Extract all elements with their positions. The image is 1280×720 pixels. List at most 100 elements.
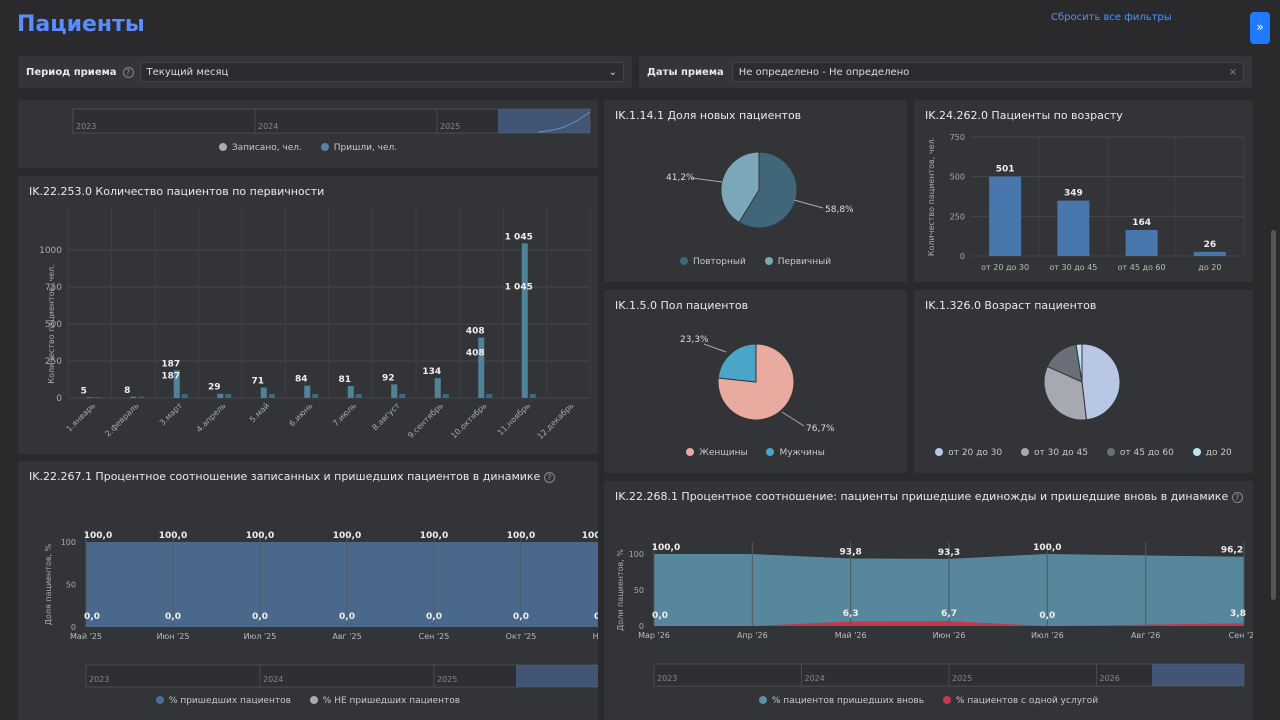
legend: Женщины Мужчины bbox=[604, 448, 907, 458]
nav-year: 2023 bbox=[657, 674, 677, 683]
legend-item[interactable]: Записано, чел. bbox=[218, 143, 302, 153]
y-axis-label: Доли пациентов, % bbox=[616, 549, 625, 631]
y-tick: 500 bbox=[950, 173, 965, 182]
bar bbox=[442, 394, 449, 398]
legend-item[interactable]: Повторный bbox=[679, 257, 746, 267]
data-label: 100,0 bbox=[159, 531, 187, 541]
x-tick: Июл '25 bbox=[244, 632, 277, 641]
age-bar-panel: IK.24.262.0 Пациенты по возрасту 0 250 500… bbox=[914, 100, 1253, 282]
pie-slice bbox=[717, 343, 757, 383]
data-label: 100,0 bbox=[1033, 543, 1061, 553]
nav-year: 2024 bbox=[258, 122, 278, 131]
data-label: 92 bbox=[382, 373, 395, 383]
panel-title: IK.22.253.0 Количество пациентов по перв… bbox=[29, 185, 325, 198]
primacy-chart: 0 250 500 750 1000 Количество пациентов, чел.… bbox=[39, 206, 591, 441]
bar bbox=[1193, 251, 1226, 256]
y-tick: 0 bbox=[639, 622, 644, 631]
x-tick: 4.апрель bbox=[195, 401, 228, 434]
x-tick: до 20 bbox=[1198, 263, 1221, 272]
bar bbox=[260, 387, 267, 398]
dates-label: Даты приема bbox=[647, 66, 724, 78]
x-tick: Май '26 bbox=[835, 631, 867, 640]
bar bbox=[86, 397, 93, 398]
data-label: 3,8 bbox=[1230, 609, 1246, 619]
data-label: 29 bbox=[208, 383, 221, 393]
data-label: 100,0 bbox=[84, 531, 112, 541]
y-axis-label: Доля пациентов, % bbox=[44, 543, 53, 625]
legend-item[interactable]: % НЕ пришедших пациентов bbox=[309, 696, 460, 706]
clear-icon[interactable]: × bbox=[1228, 66, 1237, 78]
x-tick: Июн '25 bbox=[157, 632, 190, 641]
legend-item[interactable]: от 20 до 30 bbox=[935, 448, 1002, 458]
legend-item[interactable]: % пришедших пациентов bbox=[155, 696, 291, 706]
bar bbox=[989, 176, 1022, 256]
navigator-chart[interactable]: 2023 2024 2025 bbox=[18, 100, 598, 145]
legend-item[interactable]: Женщины bbox=[686, 448, 748, 458]
x-tick: 11.ноябрь bbox=[496, 401, 533, 438]
y-tick: 750 bbox=[950, 133, 965, 142]
ratio2-panel: IK.22.268.1 Процентное соотношение: паци… bbox=[604, 481, 1253, 720]
legend-item[interactable]: от 45 до 60 bbox=[1106, 448, 1174, 458]
ratio2-chart: 0 50 100 Доли пациентов, % Мар '26 100,0 0,0 Ап… bbox=[616, 542, 1253, 687]
page-scrollbar[interactable] bbox=[1271, 230, 1276, 600]
pie-label: 23,3% bbox=[680, 335, 709, 345]
pie-slice bbox=[1043, 365, 1087, 421]
x-tick: 10.октябрь bbox=[449, 401, 489, 441]
y-tick: 750 bbox=[45, 283, 62, 293]
age-pie bbox=[1043, 343, 1121, 421]
legend-item[interactable]: Первичный bbox=[764, 257, 831, 267]
legend: Повторный Первичный bbox=[604, 257, 907, 267]
pie-label: 76,7% bbox=[806, 424, 835, 434]
data-label: 96,2 bbox=[1221, 546, 1243, 556]
legend-item[interactable]: % пациентов с одной услугой bbox=[942, 696, 1098, 706]
x-tick: Авг '25 bbox=[332, 632, 361, 641]
legend-item[interactable]: % пациентов пришедших вновь bbox=[758, 696, 924, 706]
x-tick: от 30 до 45 bbox=[1049, 263, 1097, 272]
label-line bbox=[793, 199, 824, 209]
collapse-icon[interactable]: » bbox=[1250, 12, 1270, 44]
reset-filters-link[interactable]: Сбросить все фильтры bbox=[1051, 12, 1172, 23]
pie-label: 58,8% bbox=[825, 205, 854, 215]
legend-item[interactable]: от 30 до 45 bbox=[1021, 448, 1088, 458]
x-tick: 3.март bbox=[158, 401, 185, 428]
nav-year: 2025 bbox=[952, 674, 972, 683]
x-tick: 7.июль bbox=[331, 401, 358, 428]
bar bbox=[1057, 200, 1090, 256]
y-tick: 1000 bbox=[39, 246, 62, 256]
legend-item[interactable]: Мужчины bbox=[766, 448, 825, 458]
help-icon[interactable]: ? bbox=[543, 472, 555, 483]
nav-year: 2023 bbox=[76, 122, 96, 131]
legend-item[interactable]: до 20 bbox=[1192, 448, 1232, 458]
data-label: 0,0 bbox=[1039, 611, 1055, 621]
bar bbox=[304, 385, 311, 398]
panel-title: IK.1.326.0 Возраст пациентов bbox=[925, 299, 1097, 312]
navigator bbox=[85, 664, 598, 688]
chevron-down-icon: ⌄ bbox=[608, 66, 617, 78]
dates-select[interactable]: Не определено - Не определено × bbox=[731, 62, 1244, 82]
x-tick: 2.февраль bbox=[103, 401, 141, 439]
pie-slice bbox=[720, 151, 760, 224]
data-label: 0,0 bbox=[513, 612, 529, 622]
gender-panel: IK.1.5.0 Пол пациентов 23,3% 76,7% Женщин… bbox=[604, 290, 907, 473]
nav-year: 2026 bbox=[1100, 674, 1120, 683]
data-label: 164 bbox=[1132, 218, 1151, 228]
period-select[interactable]: Текущий месяц ⌄ bbox=[139, 62, 624, 82]
data-label: 0,0 bbox=[252, 612, 268, 622]
data-label: 84 bbox=[295, 375, 308, 385]
data-label: 6,7 bbox=[941, 609, 957, 619]
panel-title: IK.1.5.0 Пол пациентов bbox=[615, 299, 749, 312]
x-tick: от 45 до 60 bbox=[1118, 263, 1166, 272]
nav-year: 2025 bbox=[440, 122, 460, 131]
legend: Записано, чел. Пришли, чел. bbox=[18, 143, 598, 153]
data-label: 408 bbox=[466, 327, 485, 337]
period-label: Период приема bbox=[26, 66, 117, 78]
x-tick: 8.август bbox=[370, 401, 402, 433]
x-tick: 9.сентябрь bbox=[406, 401, 445, 440]
legend-item[interactable]: Пришли, чел. bbox=[320, 143, 397, 153]
help-icon[interactable]: ? bbox=[1231, 492, 1243, 503]
data-label: 187 bbox=[161, 359, 180, 369]
age-pie-panel: IK.1.326.0 Возраст пациентов от 20 до 30… bbox=[914, 290, 1253, 473]
help-icon[interactable]: ? bbox=[122, 66, 134, 78]
x-tick: Сен '26 bbox=[1229, 631, 1253, 640]
bar bbox=[173, 370, 180, 398]
